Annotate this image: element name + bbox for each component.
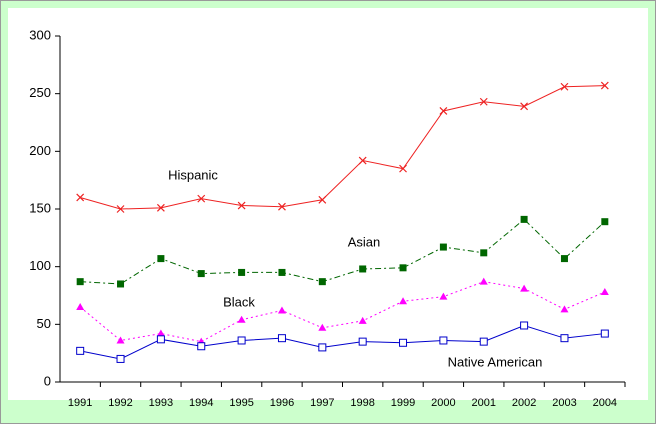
marker <box>479 97 488 106</box>
marker <box>480 249 488 257</box>
marker <box>76 193 85 202</box>
x-tick-label: 1998 <box>350 397 374 409</box>
marker <box>197 342 206 351</box>
marker <box>399 338 408 347</box>
marker <box>116 336 125 344</box>
marker <box>237 201 246 210</box>
marker <box>399 297 408 305</box>
marker <box>197 270 205 278</box>
marker <box>399 264 407 272</box>
x-tick-label: 2000 <box>431 397 455 409</box>
series-label: Black <box>223 294 255 309</box>
marker <box>520 284 529 292</box>
x-tick-label: 1997 <box>310 397 334 409</box>
x-tick-label: 1991 <box>68 397 92 409</box>
marker <box>277 334 286 343</box>
marker <box>277 306 286 314</box>
marker <box>600 288 609 296</box>
marker <box>318 323 327 331</box>
marker <box>156 203 165 212</box>
marker <box>318 343 327 352</box>
series-label: Native American <box>448 354 543 369</box>
marker <box>439 336 448 345</box>
series-label: Hispanic <box>168 167 218 182</box>
plot-background <box>8 8 648 400</box>
marker <box>156 329 165 337</box>
marker <box>560 82 569 91</box>
x-tick-label: 1995 <box>229 397 253 409</box>
x-tick-label: 2003 <box>552 397 576 409</box>
marker <box>358 316 367 324</box>
marker <box>116 205 125 213</box>
marker <box>359 265 367 273</box>
marker <box>520 321 529 330</box>
marker <box>76 278 84 286</box>
x-tick-label: 2002 <box>512 397 536 409</box>
marker <box>560 334 569 343</box>
y-tick-label: 150 <box>29 200 51 215</box>
marker <box>600 81 609 90</box>
marker <box>560 305 569 313</box>
marker <box>117 280 125 288</box>
marker <box>237 315 246 323</box>
marker <box>197 194 206 203</box>
marker <box>318 195 327 204</box>
x-tick-label: 2004 <box>593 397 617 409</box>
series-line <box>80 218 606 285</box>
marker <box>601 218 609 226</box>
marker <box>479 337 488 346</box>
marker <box>399 164 407 173</box>
x-tick-label: 2001 <box>472 397 496 409</box>
y-tick-label: 0 <box>44 373 51 388</box>
x-tick-label: 1993 <box>149 397 173 409</box>
marker <box>278 268 286 276</box>
x-tick-label: 1996 <box>270 397 294 409</box>
marker <box>76 346 85 355</box>
series-line <box>80 85 605 210</box>
marker <box>76 303 85 311</box>
y-tick-label: 50 <box>37 316 51 331</box>
marker <box>520 102 529 111</box>
marker <box>238 268 246 276</box>
series-line <box>80 324 605 360</box>
marker <box>520 215 528 223</box>
marker <box>560 255 568 263</box>
marker <box>439 243 447 251</box>
marker <box>439 107 448 115</box>
series-label: Asian <box>348 234 381 249</box>
marker <box>116 354 125 363</box>
marker <box>479 277 488 285</box>
series-line <box>79 281 606 343</box>
x-tick-label: 1999 <box>391 397 415 409</box>
marker <box>358 156 367 165</box>
marker <box>439 292 448 300</box>
y-tick-label: 300 <box>29 27 51 42</box>
y-tick-label: 100 <box>29 258 51 273</box>
y-tick-label: 250 <box>29 85 51 100</box>
x-tick-label: 1992 <box>108 397 132 409</box>
marker <box>156 335 165 344</box>
y-tick-label: 200 <box>29 143 51 158</box>
marker <box>278 202 286 211</box>
marker <box>318 278 326 286</box>
x-tick-label: 1994 <box>189 397 213 409</box>
marker <box>237 336 246 345</box>
marker <box>358 337 367 346</box>
marker <box>600 329 609 338</box>
marker <box>157 255 165 263</box>
